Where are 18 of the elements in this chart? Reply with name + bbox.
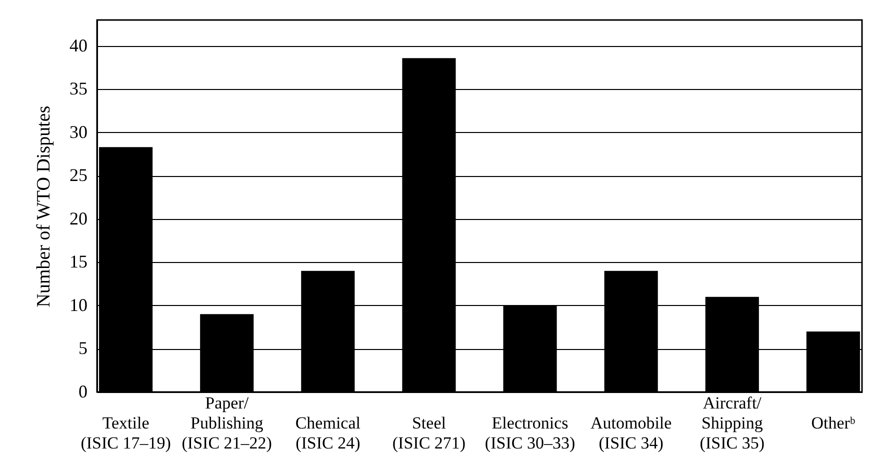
y-tick-label: 5 [78, 338, 88, 358]
x-tick-label: Steel (ISIC 271) [392, 414, 466, 452]
y-tick-label: 10 [70, 294, 88, 315]
y-axis-title: Number of WTO Disputes [34, 106, 54, 308]
x-tick-label: Paper/ Publishing (ISIC 21–22) [182, 394, 272, 452]
x-tick-label: Otherᵇ [811, 414, 856, 432]
y-tick-label: 40 [70, 35, 88, 56]
y-tick-label: 15 [70, 252, 88, 272]
y-tick-label: 25 [70, 165, 88, 186]
y-tick-label: 30 [70, 122, 88, 142]
y-tick-label: 0 [78, 382, 88, 402]
x-tick-label: Chemical (ISIC 24) [295, 414, 361, 452]
y-tick-label: 35 [70, 78, 88, 99]
x-tick-label: Aircraft/ Shipping (ISIC 35) [700, 394, 764, 452]
x-tick-label: Automobile (ISIC 34) [590, 414, 672, 452]
x-tick-label: Electronics (ISIC 30–33) [484, 414, 576, 452]
y-tick-label: 20 [70, 208, 88, 228]
x-tick-label: Textile (ISIC 17–19) [80, 414, 171, 452]
